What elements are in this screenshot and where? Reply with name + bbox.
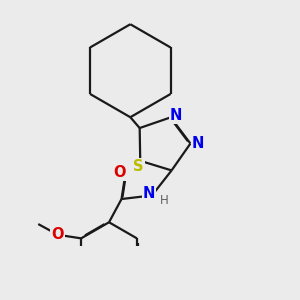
Text: S: S: [133, 159, 144, 174]
Text: H: H: [160, 194, 169, 207]
Text: O: O: [113, 165, 126, 180]
Text: N: N: [192, 136, 205, 151]
Text: N: N: [143, 186, 155, 201]
Text: N: N: [170, 108, 182, 123]
Text: O: O: [52, 227, 64, 242]
